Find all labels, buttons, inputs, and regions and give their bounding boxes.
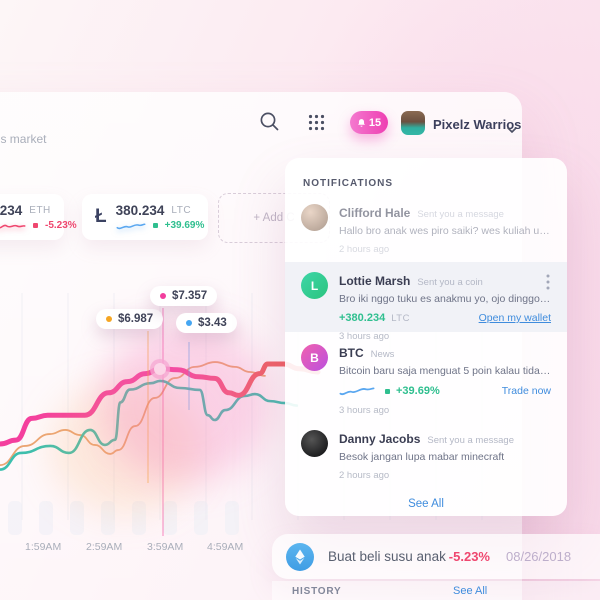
btc-change: +39.69% xyxy=(396,385,440,397)
history-see-all-link[interactable]: See All xyxy=(453,585,488,597)
more-menu-icon[interactable] xyxy=(542,272,554,297)
search-icon[interactable] xyxy=(258,110,282,139)
chart-series xyxy=(0,361,321,471)
add-coin-label: + Add C xyxy=(253,212,295,224)
bell-icon xyxy=(357,118,366,128)
coin-card-ltc[interactable]: Ł 380.234 LTC +39.69% xyxy=(82,194,208,240)
history-label: HISTORY xyxy=(292,586,342,597)
chart-annotation-lines xyxy=(147,308,190,536)
avatar: L xyxy=(301,272,328,299)
tick-459am: 4:59AM xyxy=(207,541,244,553)
price-label-343: $3.43 xyxy=(176,313,237,333)
coin-amount: +380.234 xyxy=(339,312,386,324)
trade-now-link[interactable]: Trade now xyxy=(501,385,551,397)
transaction-note: Buat beli susu anak xyxy=(328,549,446,564)
price-label-7357: $7.357 xyxy=(150,286,218,306)
btc-sparkline xyxy=(339,384,375,398)
transaction-row[interactable]: Buat beli susu anak -5.23% 08/26/2018 xyxy=(272,534,600,579)
coin-symbol: LTC xyxy=(391,312,410,324)
notification-item-btc[interactable]: B BTC News Bitcoin baru saja menguat 5 p… xyxy=(285,344,567,416)
blue-dot xyxy=(186,320,192,326)
tick-159am: 1:59AM xyxy=(25,541,62,553)
ltc-trend-marker xyxy=(152,223,158,228)
notification-item-lottie[interactable]: L Lottie Marsh Sent you a coin Bro iki n… xyxy=(285,262,567,342)
open-wallet-link[interactable]: Open my wallet xyxy=(478,312,551,324)
chevron-down-icon[interactable] xyxy=(507,121,517,139)
notifications-header: NOTIFICATIONS xyxy=(303,178,394,189)
notifications-count: 15 xyxy=(368,116,382,129)
orange-dot xyxy=(106,316,112,322)
price-label-6987: $6.987 xyxy=(96,309,164,329)
user-name[interactable]: Pixelz Warrios xyxy=(433,117,522,132)
page-title: ’s market xyxy=(0,132,47,146)
tick-259am: 2:59AM xyxy=(86,541,123,553)
transaction-date: 08/26/2018 xyxy=(506,549,572,564)
eth-coin-icon xyxy=(286,542,314,571)
eth-value: .234 xyxy=(0,202,23,218)
notification-item-danny[interactable]: Danny Jacobs Sent you a message Besok ja… xyxy=(285,430,567,481)
ltc-sparkline xyxy=(116,220,146,232)
history-section: HISTORY See All xyxy=(272,581,600,600)
tick-359am: 3:59AM xyxy=(147,541,184,553)
litecoin-icon: Ł xyxy=(95,206,107,227)
ltc-symbol: LTC xyxy=(171,204,192,216)
btc-trend-marker xyxy=(385,388,390,394)
eth-trend-marker xyxy=(33,223,38,228)
avatar: B xyxy=(301,344,328,371)
coin-card-eth[interactable]: .234 ETH -5.23% xyxy=(0,194,77,240)
avatar xyxy=(301,204,328,231)
notifications-panel: NOTIFICATIONS Clifford Hale Sent you a m… xyxy=(285,158,567,516)
notifications-badge[interactable]: 15 xyxy=(350,111,388,134)
eth-sparkline xyxy=(0,220,26,232)
eth-symbol: ETH xyxy=(29,204,51,216)
notifications-see-all-link[interactable]: See All xyxy=(408,498,444,510)
market-chart-svg xyxy=(0,293,483,536)
avatar xyxy=(301,430,328,457)
notification-item-clifford[interactable]: Clifford Hale Sent you a message Hallo b… xyxy=(285,204,567,255)
pink-dot xyxy=(160,293,166,299)
ltc-change: +39.69% xyxy=(164,220,205,231)
transaction-change: -5.23% xyxy=(448,549,490,564)
eth-change: -5.23% xyxy=(45,220,77,231)
user-avatar[interactable] xyxy=(401,111,425,135)
apps-grid-icon[interactable] xyxy=(308,114,325,136)
chart-peak-marker xyxy=(150,359,170,379)
ltc-value: 380.234 xyxy=(115,202,165,218)
